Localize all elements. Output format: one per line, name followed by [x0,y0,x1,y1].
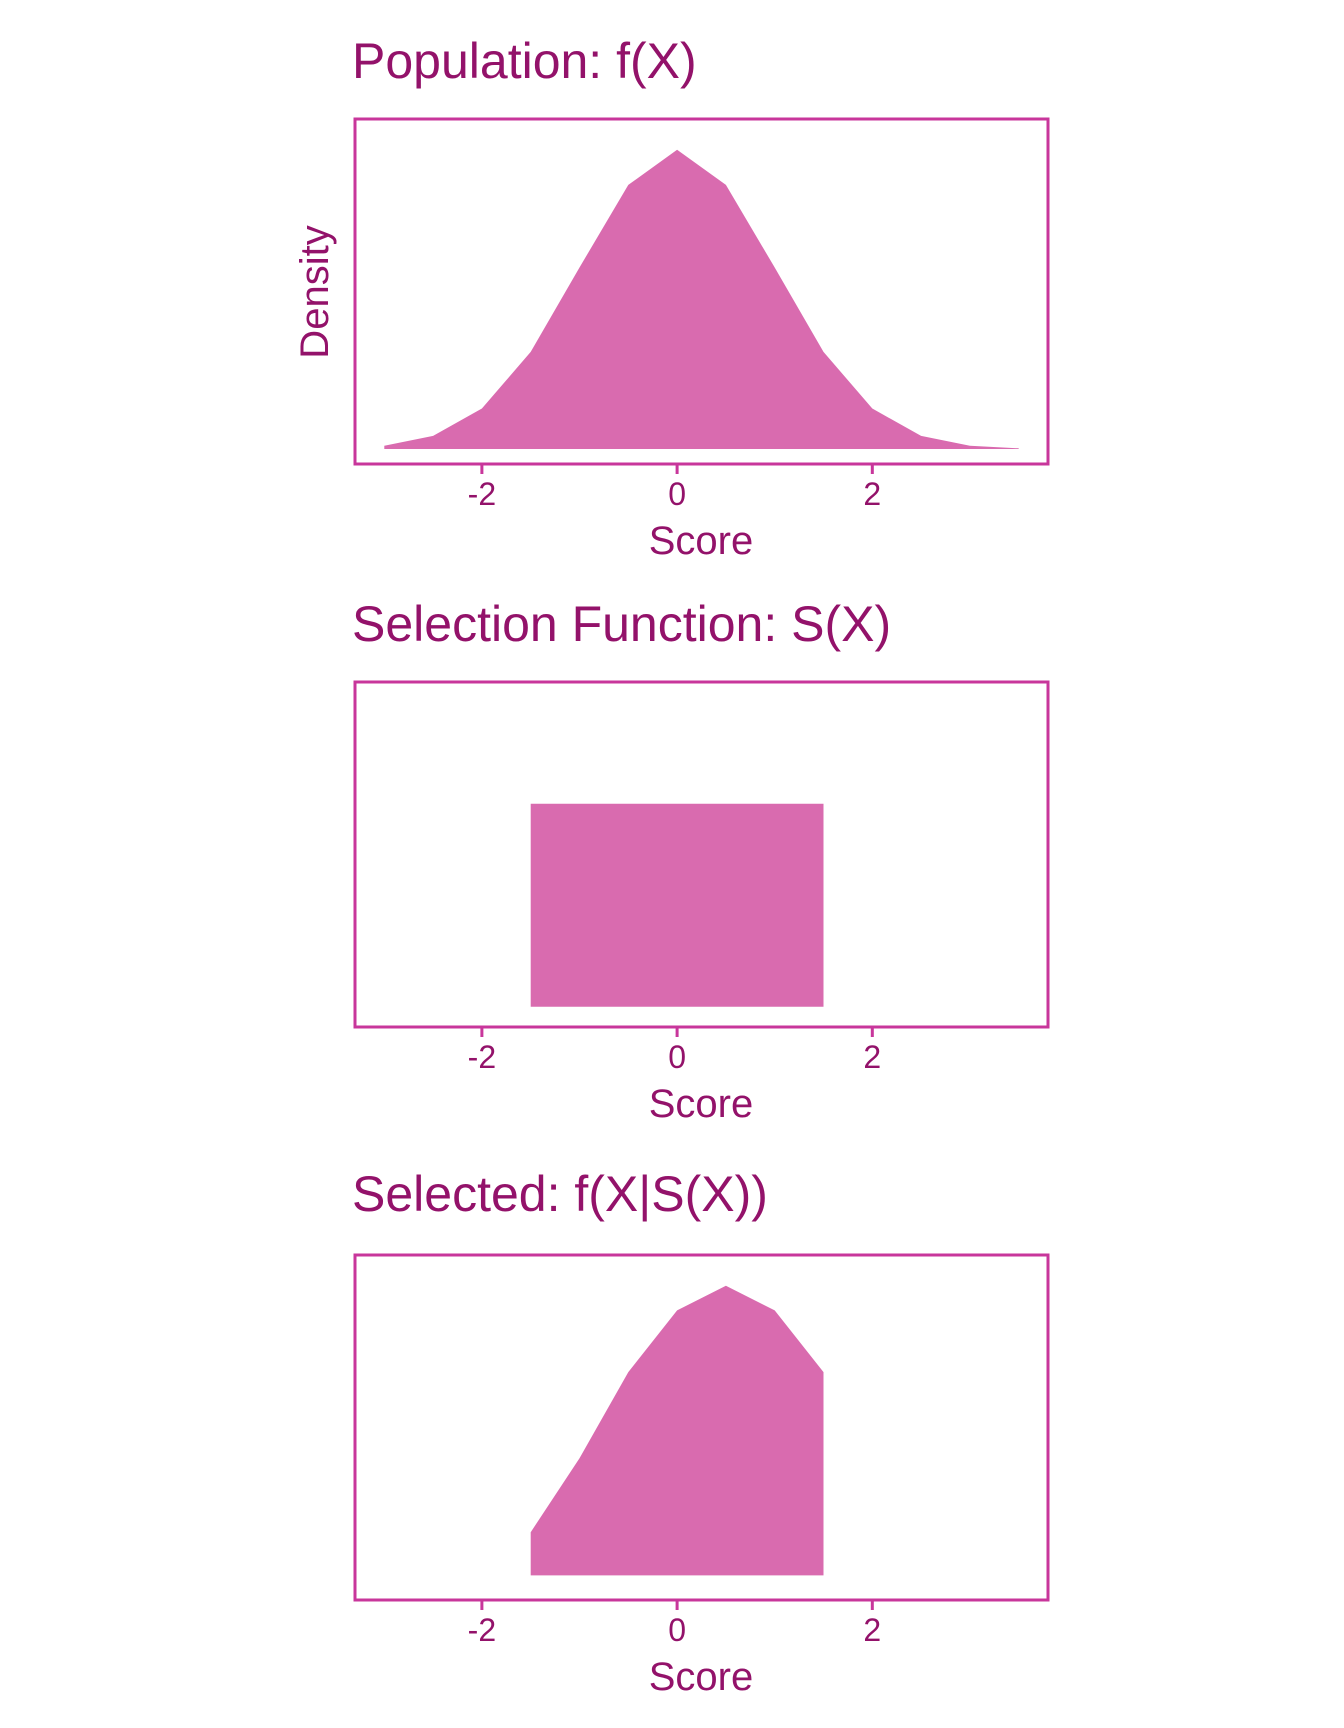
selection-function-x-tick-label: 2 [863,1039,881,1075]
selection-function-plot-area [530,803,824,1007]
selection-function-x-tick-label: -2 [468,1039,496,1075]
population-x-tick-label: 2 [863,476,881,512]
selected-x-axis-label: Score [649,1655,754,1699]
selection-function-title: Selection Function: S(X) [352,596,891,652]
selected-title: Selected: f(X|S(X)) [352,1166,768,1222]
population-title: Population: f(X) [352,33,697,89]
selection-function-x-tick-label: 0 [668,1039,686,1075]
population-frame [353,117,1050,466]
selected-area [530,1285,824,1576]
selection-function-panel: Selection Function: S(X) -2 0 2 Score [352,596,1050,1126]
selection-function-frame [353,680,1050,1029]
population-x-axis-label: Score [649,519,754,563]
population-plot-area [384,149,1019,450]
selection-function-x-axis: -2 0 2 [468,1027,881,1075]
selected-x-tick-label: 0 [668,1612,686,1648]
population-x-tick-label: 0 [668,476,686,512]
population-area [384,149,1019,450]
selected-panel: Selected: f(X|S(X)) -2 0 2 Score [352,1166,1050,1699]
population-y-axis-label: Density [293,225,337,358]
selected-x-axis: -2 0 2 [468,1600,881,1648]
population-panel: Population: f(X) -2 0 2 Score Density [293,33,1050,563]
selected-x-tick-label: -2 [468,1612,496,1648]
population-x-axis: -2 0 2 [468,464,881,512]
selected-x-tick-label: 2 [863,1612,881,1648]
selection-function-area [530,803,824,1007]
selected-frame [353,1253,1050,1602]
selection-function-x-axis-label: Score [649,1082,754,1126]
selected-plot-area [530,1285,824,1576]
population-x-tick-label: -2 [468,476,496,512]
